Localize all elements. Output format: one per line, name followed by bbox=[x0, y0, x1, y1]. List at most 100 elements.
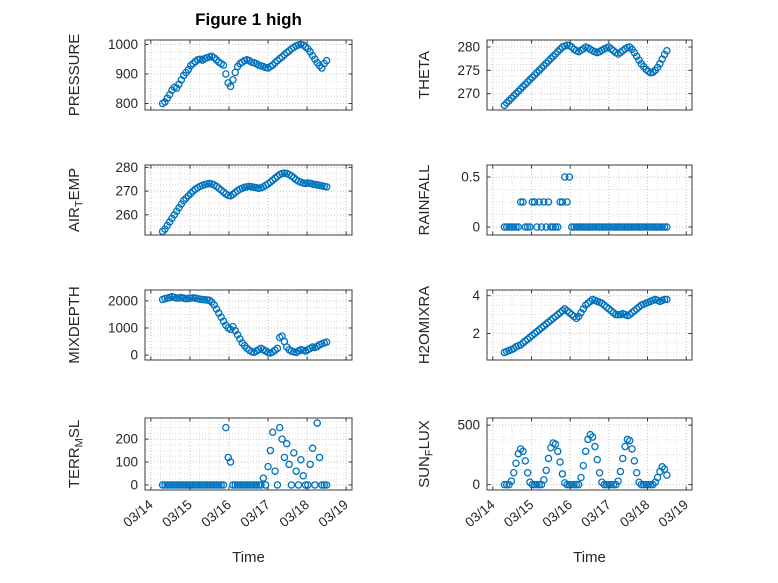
data-point bbox=[500, 101, 509, 110]
data-point bbox=[240, 481, 249, 489]
data-point bbox=[512, 459, 520, 467]
tick-marks bbox=[487, 290, 692, 360]
data-point bbox=[229, 76, 237, 84]
data-point bbox=[595, 468, 604, 477]
data-point bbox=[621, 223, 629, 231]
data-point bbox=[572, 223, 581, 231]
data-point bbox=[542, 223, 550, 231]
data-point bbox=[632, 223, 641, 231]
minor-grid bbox=[145, 165, 352, 235]
axis-box bbox=[144, 417, 353, 491]
data-point bbox=[628, 445, 636, 453]
y-tick-label: 275 bbox=[457, 63, 480, 78]
data-point bbox=[537, 64, 546, 72]
data-point bbox=[509, 223, 518, 231]
data-point bbox=[642, 223, 650, 231]
data-point bbox=[507, 94, 516, 103]
scatter-series bbox=[500, 173, 671, 231]
y-tick-label: 2 bbox=[472, 326, 480, 341]
data-point bbox=[632, 468, 641, 477]
data-point bbox=[322, 183, 331, 191]
data-point bbox=[554, 47, 562, 56]
data-point bbox=[168, 481, 176, 489]
data-point bbox=[644, 480, 653, 489]
data-point bbox=[175, 481, 183, 489]
data-point bbox=[544, 57, 553, 65]
data-point bbox=[172, 481, 181, 489]
data-point bbox=[607, 480, 615, 489]
data-point bbox=[554, 223, 562, 231]
data-point bbox=[161, 481, 169, 489]
data-point bbox=[577, 473, 585, 482]
data-point bbox=[229, 481, 237, 489]
x-tick-label: 03/17 bbox=[578, 497, 614, 530]
data-point bbox=[530, 480, 539, 489]
major-grid bbox=[145, 165, 352, 235]
axis-box bbox=[486, 289, 693, 361]
data-point bbox=[189, 481, 197, 489]
data-point bbox=[625, 43, 634, 51]
data-point bbox=[567, 480, 576, 489]
y-axis-label: THETA bbox=[416, 51, 433, 99]
data-point bbox=[205, 481, 214, 489]
data-point bbox=[533, 480, 541, 489]
data-point bbox=[500, 480, 509, 489]
data-point bbox=[574, 480, 583, 489]
data-point bbox=[268, 61, 277, 69]
data-point bbox=[593, 455, 601, 464]
data-point bbox=[540, 476, 548, 484]
data-point bbox=[217, 481, 225, 489]
data-point bbox=[219, 481, 228, 489]
data-point bbox=[322, 338, 331, 346]
data-point bbox=[663, 223, 671, 231]
tick-marks bbox=[145, 290, 352, 360]
y-tick-label: 270 bbox=[115, 184, 138, 199]
scatter-series bbox=[500, 430, 671, 489]
y-axis-label: TERRMSL bbox=[66, 420, 86, 488]
x-tick-label: 03/18 bbox=[276, 497, 312, 530]
data-point bbox=[252, 481, 261, 489]
data-point bbox=[186, 189, 195, 198]
y-tick-label: 280 bbox=[457, 40, 480, 55]
data-point bbox=[198, 481, 207, 489]
data-point bbox=[653, 223, 662, 231]
data-point bbox=[528, 198, 537, 206]
data-point bbox=[614, 310, 622, 319]
tick-marks bbox=[145, 165, 352, 235]
data-point bbox=[581, 223, 590, 231]
data-point bbox=[254, 481, 263, 489]
tick-marks bbox=[487, 40, 692, 110]
data-point bbox=[600, 480, 608, 489]
data-point bbox=[591, 223, 599, 231]
data-point bbox=[222, 70, 230, 78]
minor-grid bbox=[487, 165, 692, 235]
data-point bbox=[268, 428, 277, 436]
data-point bbox=[551, 223, 560, 231]
data-point bbox=[660, 223, 669, 231]
data-point bbox=[308, 444, 317, 453]
data-point bbox=[292, 467, 300, 475]
data-point bbox=[619, 223, 627, 231]
data-point bbox=[280, 453, 289, 462]
y-tick-label: 260 bbox=[115, 207, 138, 222]
data-point bbox=[586, 223, 595, 231]
data-point bbox=[519, 198, 527, 206]
data-point bbox=[549, 52, 557, 61]
data-point bbox=[600, 223, 608, 231]
data-point bbox=[607, 223, 615, 231]
scatter-series bbox=[158, 293, 331, 357]
data-point bbox=[642, 480, 650, 489]
data-point bbox=[630, 223, 639, 231]
data-point bbox=[591, 442, 599, 451]
y-axis-label: AIRTEMP bbox=[66, 168, 86, 232]
data-point bbox=[584, 223, 592, 231]
data-point bbox=[516, 85, 525, 93]
y-axis-label: PRESSURE bbox=[66, 34, 83, 117]
axis-box bbox=[486, 164, 693, 236]
data-point bbox=[271, 467, 279, 475]
major-grid bbox=[145, 418, 352, 490]
y-tick-label: 200 bbox=[115, 432, 138, 447]
data-point bbox=[605, 223, 613, 231]
data-point bbox=[521, 80, 530, 89]
